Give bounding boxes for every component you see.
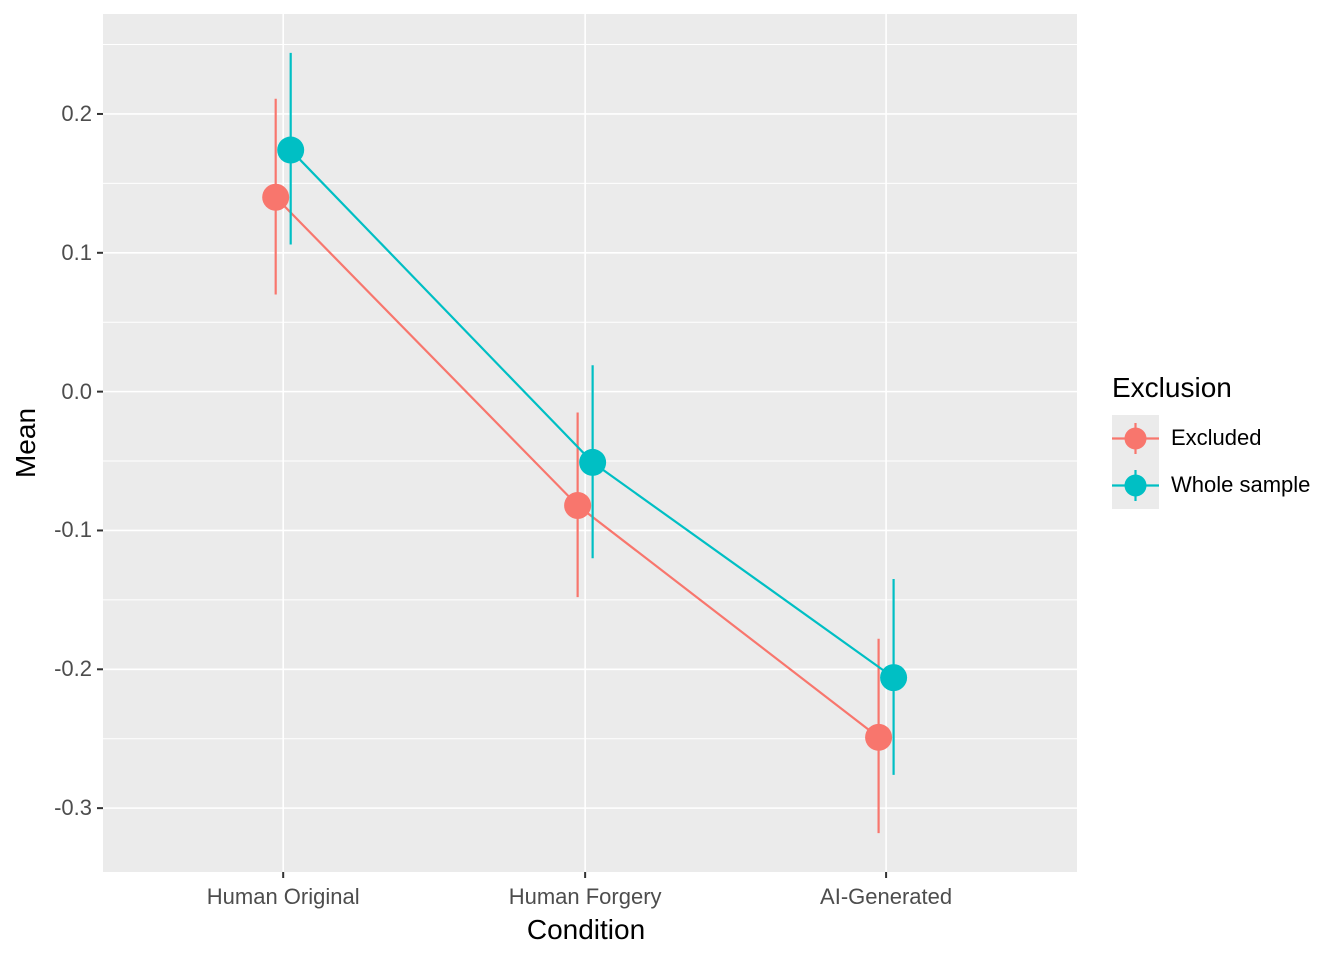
x-tick-label: Human Original: [206, 884, 360, 909]
axis-ticks: [97, 112, 888, 878]
data-point: [865, 723, 893, 751]
data-point: [277, 136, 305, 164]
x-axis-title: Condition: [526, 914, 646, 945]
legend-key-whole-sample: [1112, 462, 1159, 509]
series-excluded: [262, 98, 893, 834]
y-tick-label: -0.1: [54, 517, 92, 543]
glyph-point: [1124, 427, 1147, 450]
data-point: [564, 491, 592, 519]
y-tick-label: 0.2: [61, 100, 92, 126]
series-whole-sample: [277, 52, 908, 775]
y-tick-label: 0.0: [61, 378, 92, 404]
y-tick-label: 0.1: [61, 239, 92, 265]
legend-entry-label: Whole sample: [1171, 472, 1311, 497]
point-errorbar-glyph-icon: [1112, 470, 1159, 501]
legend: Exclusion Excluded Whole sample: [1112, 372, 1310, 509]
gridlines: [103, 14, 1077, 872]
data-point: [262, 183, 290, 211]
data-point: [880, 664, 908, 692]
point-errorbar-glyph-icon: [1112, 423, 1159, 454]
y-axis-title: Mean: [10, 407, 41, 479]
panel-background: [103, 14, 1077, 872]
legend-key-excluded: [1112, 415, 1159, 462]
legend-keys: [1112, 415, 1159, 509]
x-tick-label: Human Forgery: [508, 884, 662, 909]
legend-entry-label: Excluded: [1171, 425, 1262, 450]
y-tick-label: -0.3: [54, 795, 92, 821]
glyph-point: [1124, 474, 1147, 497]
x-tick-label: AI-Generated: [820, 884, 953, 909]
legend-title: Exclusion: [1112, 372, 1232, 403]
y-tick-label: -0.2: [54, 656, 92, 682]
data-point: [579, 448, 607, 476]
